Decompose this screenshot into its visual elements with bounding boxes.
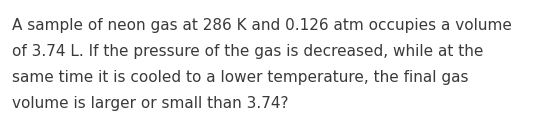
- Text: same time it is cooled to a lower temperature, the final gas: same time it is cooled to a lower temper…: [12, 70, 469, 85]
- Text: volume is larger or small than 3.74?: volume is larger or small than 3.74?: [12, 96, 288, 111]
- Text: A sample of neon gas at 286 K and 0.126 atm occupies a volume: A sample of neon gas at 286 K and 0.126 …: [12, 18, 512, 33]
- Text: of 3.74 L. If the pressure of the gas is decreased, while at the: of 3.74 L. If the pressure of the gas is…: [12, 44, 483, 59]
